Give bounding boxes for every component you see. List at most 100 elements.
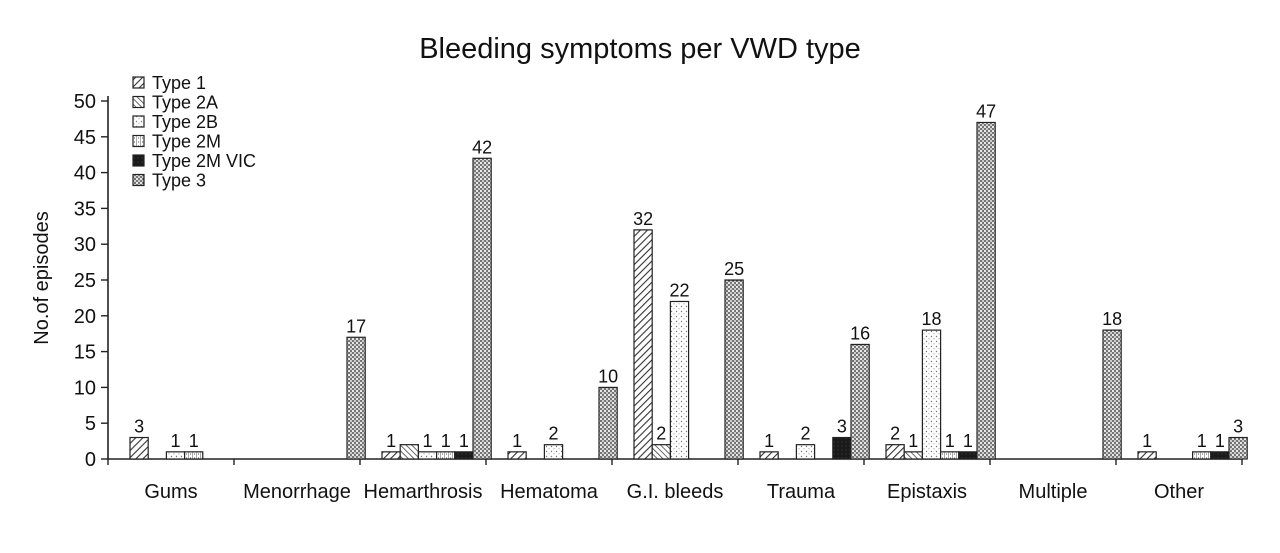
legend-label: Type 2A: [152, 93, 218, 113]
data-label: 1: [422, 431, 432, 451]
data-label: 16: [850, 323, 870, 343]
data-label: 17: [346, 316, 366, 336]
x-axis-ticks: Gums Menorrhage Hemarthrosis Hematoma G.I. b…: [107, 459, 1243, 503]
bar-type2b: [669, 300, 690, 460]
legend-label: Type 1: [152, 73, 206, 93]
bar-type2b: [165, 451, 186, 460]
y-tick-label: 25: [74, 270, 96, 292]
chart-title: Bleeding symptoms per VWD type: [419, 33, 861, 65]
legend-swatch: [132, 115, 145, 128]
bar-type3: [724, 279, 744, 460]
bar-type2m: [939, 451, 960, 460]
bar-type3: [598, 386, 618, 460]
data-label: 1: [170, 431, 180, 451]
data-label: 3: [837, 417, 847, 437]
bar-type2b: [417, 451, 438, 460]
bar-type2b: [543, 444, 564, 460]
data-label: 1: [441, 431, 451, 451]
data-label: 1: [459, 431, 469, 451]
data-label: 10: [598, 366, 618, 386]
y-axis-label: No.of episodes: [31, 211, 53, 344]
legend-swatch: [132, 173, 145, 187]
data-label: 1: [963, 431, 973, 451]
x-tick-label: G.I. bleeds: [627, 481, 724, 503]
bar-type2a: [903, 451, 924, 460]
y-tick-label: 10: [74, 377, 96, 399]
y-tick-label: 35: [74, 198, 96, 220]
data-label: 2: [656, 424, 666, 444]
bar-type3: [1228, 436, 1248, 460]
data-label: 3: [134, 417, 144, 437]
data-label: 18: [1102, 309, 1122, 329]
y-tick-label: 20: [74, 306, 96, 328]
data-label: 1: [945, 431, 955, 451]
x-tick-label: Hemarthrosis: [364, 481, 483, 503]
x-tick-label: Hematoma: [500, 481, 599, 503]
bar-type1: [633, 229, 653, 460]
x-tick-label: Menorrhage: [243, 481, 351, 503]
bar-type2mvic: [1210, 451, 1230, 460]
legend-swatch: [132, 76, 145, 89]
bar-type3: [1102, 329, 1122, 460]
x-tick-label: Multiple: [1019, 481, 1088, 503]
bar-type2mvic: [832, 436, 852, 460]
bar-type2mvic: [454, 451, 474, 460]
bar-type2m: [436, 451, 456, 460]
data-label: 25: [724, 259, 744, 279]
legend-label: Type 3: [152, 171, 206, 191]
data-label: 1: [386, 431, 396, 451]
bar-type3: [346, 336, 366, 460]
y-tick-label: 40: [74, 163, 96, 185]
y-axis-ticks: 0 5 10 15 20 25 30 35 40 45 50: [74, 91, 108, 471]
y-tick-label: 5: [85, 413, 96, 435]
data-label: 32: [633, 209, 653, 229]
x-tick-label: Gums: [144, 481, 197, 503]
data-label: 1: [189, 431, 199, 451]
data-label: 1: [1215, 431, 1225, 451]
bar-type3: [472, 157, 492, 460]
data-label: 1: [512, 431, 522, 451]
x-tick-label: Other: [1154, 481, 1204, 503]
bar-type2b: [795, 444, 816, 460]
x-tick-label: Epistaxis: [887, 481, 967, 503]
data-label: 1: [908, 431, 918, 451]
data-label: 2: [890, 424, 900, 444]
bar-type3: [850, 343, 870, 460]
bar-type1: [885, 444, 905, 460]
legend-swatch: [132, 95, 145, 109]
data-label: 42: [472, 137, 492, 157]
data-label: 18: [921, 309, 941, 329]
bar-type2b: [921, 329, 942, 460]
bar-type1: [507, 451, 527, 460]
data-label: 2: [548, 424, 558, 444]
bar-type2a: [651, 444, 672, 460]
bar-type1: [759, 451, 779, 460]
bar-type2m: [184, 451, 204, 460]
bar-type1: [129, 436, 149, 460]
data-label: 22: [669, 280, 689, 300]
y-tick-label: 15: [74, 342, 96, 364]
bar-type2m: [1191, 451, 1212, 460]
bar-type1: [1137, 451, 1157, 460]
legend-swatch: [132, 134, 145, 148]
x-tick-label: Trauma: [767, 481, 836, 503]
legend-swatch: [132, 154, 145, 167]
legend-label: Type 2M VIC: [152, 151, 256, 171]
bar-type3: [976, 121, 996, 460]
data-label: 3: [1233, 417, 1243, 437]
data-label: 1: [764, 431, 774, 451]
data-label: 1: [1197, 431, 1207, 451]
bars-group: [129, 121, 1248, 460]
data-label: 1: [1142, 431, 1152, 451]
y-tick-label: 45: [74, 127, 96, 149]
legend-label: Type 2M: [152, 132, 221, 152]
data-label: 47: [976, 101, 996, 121]
bar-type1: [381, 451, 401, 460]
y-tick-label: 50: [74, 91, 96, 113]
bar-type2a: [399, 444, 420, 460]
bar-type2mvic: [958, 451, 978, 460]
